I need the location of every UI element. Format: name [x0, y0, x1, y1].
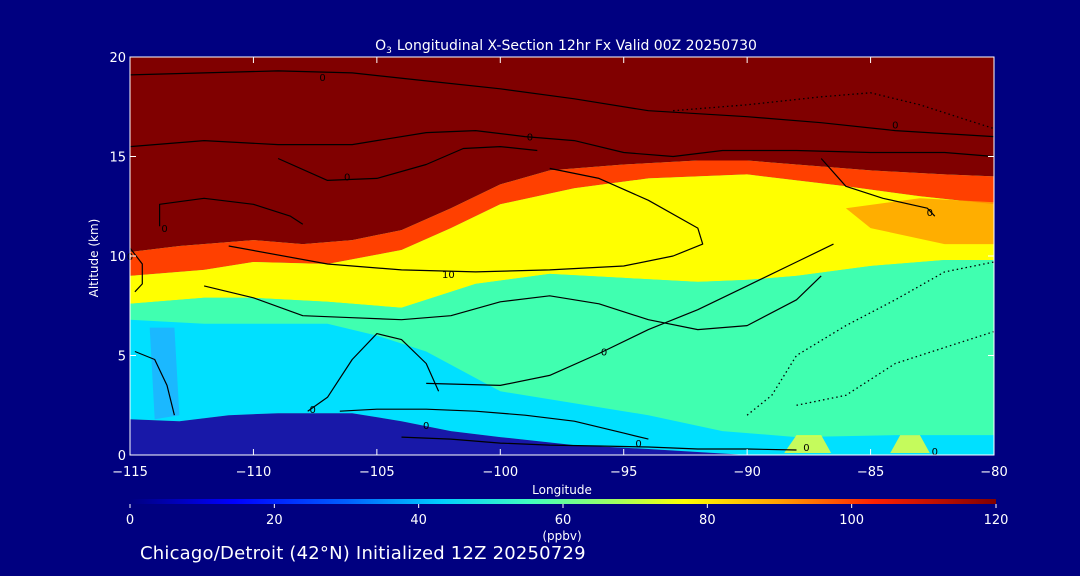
- x-tick-label: −95: [610, 465, 637, 480]
- colorbar-ticks: 0 20 40 60 80 100 120: [126, 504, 1009, 528]
- field-low-ozone-column: [149, 327, 180, 420]
- contour-tropopause-10: [130, 130, 994, 158]
- contour-label: 0: [161, 224, 167, 235]
- contour-dotted-lower: [796, 330, 994, 406]
- contour-label: 0: [423, 421, 429, 432]
- x-tick-label: −115: [112, 465, 148, 480]
- field-surface-hotspot-1: [784, 435, 832, 453]
- contour-low-0: [307, 333, 440, 412]
- contour-label: 0: [635, 439, 641, 450]
- contour-label: 0: [319, 73, 325, 84]
- field-upper-troposphere: [130, 174, 994, 308]
- footer-caption: Chicago/Detroit (42°N) Initialized 12Z 2…: [140, 543, 586, 564]
- y-axis-label: Altitude (km): [87, 219, 101, 298]
- x-tick-label: −100: [482, 465, 518, 480]
- colorbar-tick-label: 40: [410, 513, 427, 528]
- contour-upper-0: [130, 70, 994, 138]
- contour-label: 0: [927, 208, 933, 219]
- ozone-contours: [130, 70, 994, 451]
- field-terrain: [130, 413, 994, 455]
- field-mid-troposphere: [130, 260, 994, 438]
- field-warm-patch-east: [845, 198, 994, 245]
- colorbar-tick-label: 0: [126, 513, 134, 528]
- field-stratospheric-layer: [130, 57, 994, 252]
- contour-east-0: [820, 158, 936, 217]
- contour-label: 0: [344, 172, 350, 183]
- contour-west-column: [134, 350, 175, 416]
- colorbar-tick-label: 20: [266, 513, 283, 528]
- contour-dotted-upper: [673, 92, 994, 130]
- contour-label: 0: [892, 121, 898, 132]
- x-axis-label: Longitude: [532, 483, 592, 497]
- y-axis-ticks: 0 5 10 15 20: [109, 51, 994, 464]
- contour-surface-0: [401, 436, 797, 451]
- contour-label: 0: [932, 447, 938, 458]
- contour-label: 0: [310, 405, 316, 416]
- y-tick-label: 0: [118, 449, 126, 464]
- x-tick-label: −85: [857, 465, 884, 480]
- y-tick-label: 10: [109, 250, 126, 265]
- contour-10: [228, 167, 704, 273]
- chart-title: O3 Longitudinal X-Section 12hr Fx Valid 0…: [375, 38, 757, 56]
- ozone-field-layers: [130, 57, 994, 455]
- x-tick-label: −110: [236, 465, 272, 480]
- x-tick-label: −90: [733, 465, 760, 480]
- contour-label: 0: [601, 348, 607, 359]
- x-tick-label: −105: [359, 465, 395, 480]
- contour-inner-0: [203, 275, 822, 331]
- x-tick-label: −80: [980, 465, 1007, 480]
- y-tick-label: 5: [118, 350, 126, 365]
- contour-fold-west: [159, 197, 304, 227]
- field-tropopause-gradient: [130, 160, 994, 276]
- contour-ridge: [339, 408, 649, 440]
- field-lower-troposphere: [130, 319, 994, 455]
- colorbar: [130, 499, 996, 504]
- contour-west-edge: [130, 247, 143, 293]
- colorbar-tick-label: 120: [984, 513, 1009, 528]
- colorbar-tick-label: 80: [699, 513, 716, 528]
- contour-diag-0: [426, 243, 834, 386]
- field-surface-hotspot-2: [890, 435, 930, 453]
- contour-dotted-mid: [746, 261, 994, 416]
- y-tick-label: 20: [109, 51, 126, 66]
- y-tick-label: 15: [109, 151, 126, 166]
- contour-label: 0: [803, 443, 809, 454]
- contour-label: 10: [442, 270, 455, 281]
- colorbar-label: (ppbv): [542, 529, 581, 543]
- colorbar-tick-label: 60: [555, 513, 572, 528]
- contour-spur-10: [277, 146, 538, 181]
- contour-label: 0: [527, 133, 533, 144]
- x-axis-ticks: −115 −110 −105 −100 −95 −90 −85 −80: [112, 57, 1008, 480]
- colorbar-tick-label: 100: [839, 513, 864, 528]
